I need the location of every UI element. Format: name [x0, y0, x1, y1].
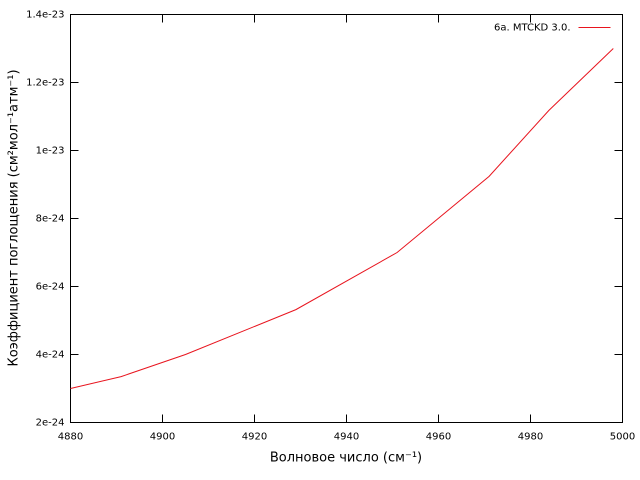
y-tick-label: 1.4e-23 [26, 10, 64, 21]
legend-label: 6а. MTCKD 3.0. [494, 23, 571, 34]
y-tick-label: 1e-23 [36, 146, 65, 157]
x-tick-label: 4920 [242, 432, 267, 443]
y-tick-label: 4e-24 [36, 350, 65, 361]
y-tick-label: 8e-24 [36, 214, 65, 225]
x-tick-label: 4880 [58, 432, 83, 443]
x-tick-label: 4900 [150, 432, 175, 443]
x-axis-label: Волновое число (см⁻¹) [270, 451, 422, 466]
plot-border [70, 14, 623, 423]
y-tick-label: 1.2e-23 [26, 78, 64, 89]
x-tick-label: 4980 [518, 432, 543, 443]
x-tick-label: 4960 [426, 432, 451, 443]
y-tick-label: 6e-24 [36, 282, 65, 293]
y-tick-label: 2e-24 [36, 418, 65, 429]
x-tick-label: 4940 [334, 432, 359, 443]
x-tick-label: 5000 [610, 432, 635, 443]
data-line [70, 48, 614, 389]
y-axis-label: Коэффициент поглощения (см²мол⁻¹атм⁻¹) [7, 69, 22, 366]
